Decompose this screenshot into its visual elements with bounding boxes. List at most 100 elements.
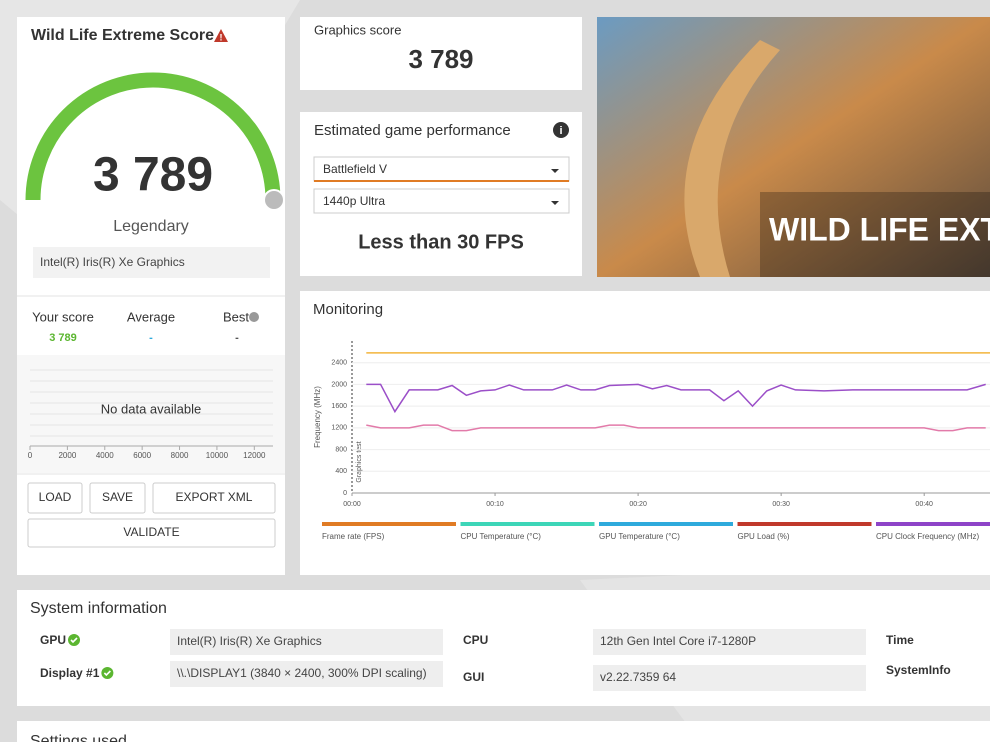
info-label: GPU <box>40 633 66 647</box>
legend-label: CPU Clock Frequency (MHz) <box>876 532 979 541</box>
x-tick-label: 8000 <box>171 451 189 460</box>
x-tick-label: 10000 <box>206 451 229 460</box>
preset-dropdown[interactable] <box>313 188 570 214</box>
warning-icon <box>214 29 228 42</box>
button-label: LOAD <box>39 490 72 504</box>
system-info-items: GPU Intel(R) Iris(R) Xe Graphics Display #… <box>40 629 951 691</box>
series-line <box>366 424 986 432</box>
info-value-box <box>593 665 866 691</box>
button-label: SAVE <box>102 490 133 504</box>
settings-title: Settings used <box>30 733 127 742</box>
series-line <box>366 383 986 414</box>
graphics-score-panel <box>300 17 582 90</box>
settings-panel <box>17 721 990 742</box>
y-tick-label: 1200 <box>331 425 347 432</box>
monitoring-chart: 0 400 800 1200 1600 2000 2400 00:00 00:10 00:20 00… <box>322 352 990 541</box>
graphics-score-value: 3 789 <box>408 44 473 74</box>
info-value-box <box>170 661 443 687</box>
game-performance-title: Estimated game performance <box>314 122 511 139</box>
info-value: v2.22.7359 64 <box>600 670 676 684</box>
comparison-header: Best <box>223 309 249 324</box>
banner-title: WILD LIFE EXT <box>769 211 990 247</box>
x-tick-label: 00:20 <box>629 501 647 508</box>
legend-swatch[interactable] <box>599 522 733 526</box>
button-label: VALIDATE <box>123 525 179 539</box>
graphics-score-label: Graphics score <box>314 22 401 37</box>
x-tick-label: 00:40 <box>915 501 933 508</box>
legend-label: GPU Temperature (°C) <box>599 532 680 541</box>
device-name: Intel(R) Iris(R) Xe Graphics <box>40 255 185 269</box>
button-label: EXPORT XML <box>176 490 253 504</box>
comparison-header: Average <box>127 309 175 324</box>
button[interactable] <box>27 518 276 548</box>
x-tick-label: 12000 <box>243 451 266 460</box>
info-label: SystemInfo <box>886 663 951 677</box>
comparison-value: 3 789 <box>49 332 77 344</box>
y-tick-label: 2000 <box>331 381 347 388</box>
info-label: Time <box>886 633 914 647</box>
x-tick-label: 00:00 <box>343 501 361 508</box>
button[interactable] <box>152 482 276 514</box>
score-rank: Legendary <box>113 218 189 235</box>
ok-check <box>103 670 111 677</box>
x-tick-label: 00:30 <box>772 501 790 508</box>
score-value: 3 789 <box>93 149 213 202</box>
info-label: GUI <box>463 670 484 684</box>
y-tick-label: 1600 <box>331 403 347 410</box>
dropdown-arrow <box>551 201 559 205</box>
x-tick-label: 6000 <box>133 451 151 460</box>
ok-check <box>70 637 78 644</box>
info-value: 12th Gen Intel Core i7-1280P <box>600 634 756 648</box>
banner-shade <box>760 192 990 277</box>
info-label: Display #1 <box>40 666 100 680</box>
info-value-box <box>170 629 443 655</box>
legend-swatch[interactable] <box>876 522 990 526</box>
monitoring-title: Monitoring <box>313 301 383 318</box>
button[interactable] <box>27 482 83 514</box>
y-tick-label: 2400 <box>331 360 347 367</box>
info-label: CPU <box>463 633 488 647</box>
score-title: Wild Life Extreme Score <box>31 27 214 44</box>
info-value: Intel(R) Iris(R) Xe Graphics <box>177 634 322 648</box>
info-icon[interactable] <box>249 312 259 322</box>
legend-label: CPU Temperature (°C) <box>461 532 542 541</box>
y-tick-label: 0 <box>343 490 347 497</box>
x-tick-label: 2000 <box>58 451 76 460</box>
monitoring-panel <box>300 291 990 575</box>
x-tick-label: 0 <box>28 451 33 460</box>
x-tick-label: 00:10 <box>486 501 504 508</box>
dropdown-arrow <box>551 169 559 173</box>
game-name: Battlefield V <box>323 162 387 176</box>
comparison-value: - <box>149 332 153 344</box>
preset-name: 1440p Ultra <box>323 194 385 208</box>
fps-result: Less than 30 FPS <box>358 231 524 253</box>
info-value: \\.\DISPLAY1 (3840 × 2400, 300% DPI scal… <box>177 666 427 680</box>
info-icon[interactable] <box>553 122 569 138</box>
legend-swatch[interactable] <box>460 522 595 526</box>
warning-mark: ! <box>220 32 223 42</box>
system-info-title: System information <box>30 600 167 617</box>
y-tick-label: 800 <box>335 446 347 453</box>
legend-swatch[interactable] <box>322 522 456 526</box>
banner: WILD LIFE EXT <box>597 17 990 277</box>
legend-label: GPU Load (%) <box>738 532 790 541</box>
y-tick-label: 400 <box>335 468 347 475</box>
legend-swatch[interactable] <box>737 522 872 526</box>
gauge-knob <box>263 189 285 211</box>
comparison-value: - <box>235 332 239 344</box>
x-tick-label: 4000 <box>96 451 114 460</box>
score-gauge <box>25 72 281 201</box>
banner-image <box>597 17 990 277</box>
no-data: No data available <box>101 401 201 416</box>
y-axis-label: Frequency (MHz) <box>313 386 322 448</box>
test-marker-label: Graphics test <box>356 441 363 482</box>
device-box <box>33 247 270 278</box>
button[interactable] <box>89 482 146 514</box>
info-mark: i <box>559 125 562 137</box>
legend-label: Frame rate (FPS) <box>322 532 385 541</box>
banner-arch <box>684 40 780 277</box>
comparison-header: Your score <box>32 309 94 324</box>
info-value-box <box>593 629 866 655</box>
